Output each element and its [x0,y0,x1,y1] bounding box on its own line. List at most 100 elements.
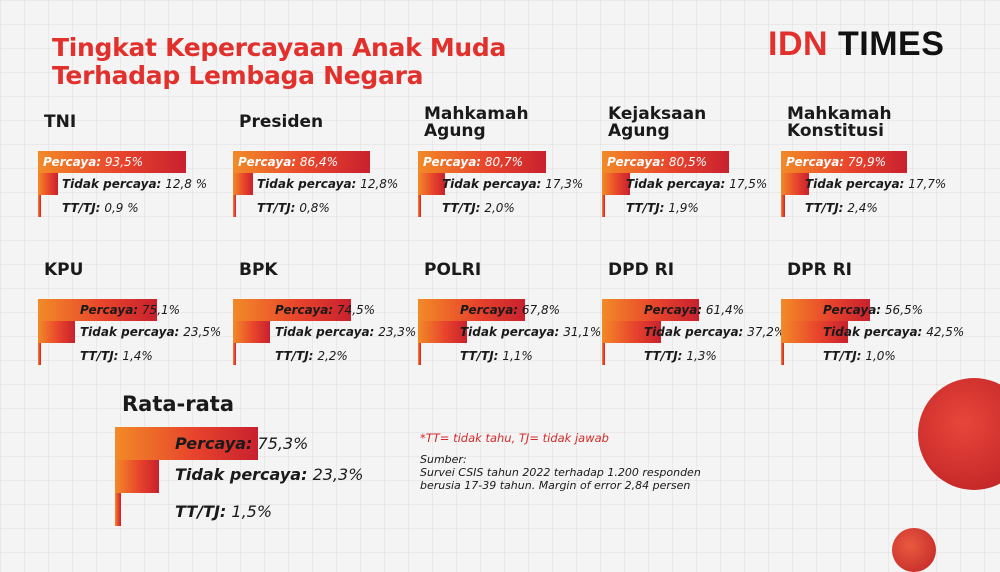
bar-percaya [233,299,351,321]
panel-title-line: BPK [239,260,278,280]
label-tidak-percaya-key: Tidak percaya: [460,325,560,339]
label-tidak-percaya-key: Tidak percaya: [823,325,923,339]
panel-title: POLRI [424,262,481,279]
label-tttj-key: TT/TJ: [275,349,314,363]
label-tttj-value: 2,0% [484,201,515,215]
chart-title: Tingkat Kepercayaan Anak Muda Terhadap L… [52,34,506,90]
label-percaya-value: 67,8% [521,303,561,317]
label-tidak-percaya-value: 31,1% [563,325,602,339]
label-tidak-percaya-value: 42,5% [926,325,965,339]
label-tttj: TT/TJ: 0,8% [257,201,330,215]
label-tttj-key: TT/TJ: [823,349,862,363]
decorative-small-circle [892,528,936,572]
label-percaya-key: Percaya: [423,155,482,169]
source-note: Sumber: Survei CSIS tahun 2022 terhadap … [420,453,701,492]
label-tidak-percaya-key: Tidak percaya: [805,177,905,191]
panel-title: Mahkamah Agung [424,106,529,140]
label-percaya-key: Percaya: [644,303,703,317]
bar-tidak-percaya [602,173,630,195]
bar-tttj [38,195,41,217]
bar-percaya [602,299,699,321]
avg-label-percaya-key: Percaya: [175,434,253,453]
label-tidak-percaya: Tidak percaya: 17,7% [805,177,946,191]
label-percaya-key: Percaya: [275,303,334,317]
bar-percaya [38,151,186,173]
bar-tidak-percaya [602,321,661,343]
label-tidak-percaya-key: Tidak percaya: [644,325,744,339]
panel-title: DPR RI [787,262,852,279]
bar-tttj [781,343,784,365]
label-tidak-percaya-value: 12,8 % [165,177,208,191]
label-tidak-percaya: Tidak percaya: 23,3% [275,325,416,339]
label-percaya-key: Percaya: [607,155,666,169]
label-tidak-percaya-value: 17,7% [908,177,947,191]
label-tidak-percaya-key: Tidak percaya: [80,325,180,339]
label-tidak-percaya-key: Tidak percaya: [275,325,375,339]
label-tttj-value: 2,2% [317,349,348,363]
label-tidak-percaya: Tidak percaya: 42,5% [823,325,964,339]
label-percaya-key: Percaya: [43,155,102,169]
label-tttj-key: TT/TJ: [460,349,499,363]
label-percaya-key: Percaya: [823,303,882,317]
source-line-1: Survei CSIS tahun 2022 terhadap 1.200 re… [420,466,701,479]
label-percaya: Percaya: 74,5% [275,303,375,317]
bar-percaya [233,151,370,173]
panel-title: BPK [239,262,278,279]
label-tidak-percaya-key: Tidak percaya: [257,177,357,191]
label-tttj-value: 1,9% [668,201,699,215]
panel-title-line: DPD RI [608,260,675,280]
avg-label-tidak-percaya-value: 23,3% [312,465,364,484]
bar-tidak-percaya [38,173,58,195]
logo-idn-text: IDN [768,25,829,63]
bar-percaya [781,151,907,173]
panel-title-line: Mahkamah [787,104,892,124]
panel-title-line: Agung [424,121,486,141]
label-tttj-key: TT/TJ: [80,349,119,363]
panel-title-line: Agung [608,121,670,141]
panel-title-line: Mahkamah [424,104,529,124]
label-tttj: TT/TJ: 1,1% [460,349,533,363]
label-tidak-percaya-value: 17,3% [545,177,584,191]
panel-title-line: KPU [44,260,84,280]
label-percaya-value: 79,9% [847,155,887,169]
avg-label-percaya-value: 75,3% [257,434,309,453]
source-line-2: berusia 17-39 tahun. Margin of error 2,8… [420,479,691,492]
label-tidak-percaya-value: 17,5% [729,177,768,191]
abbreviation-note: *TT= tidak tahu, TJ= tidak jawab [420,431,609,445]
label-percaya-value: 80,7% [484,155,524,169]
label-tttj-value: 1,1% [502,349,533,363]
label-tidak-percaya-key: Tidak percaya: [626,177,726,191]
bar-tttj [38,343,41,365]
bar-tidak-percaya [781,321,848,343]
chart-title-line2: Terhadap Lembaga Negara [52,61,424,90]
panel-title-line: Presiden [239,112,324,132]
label-tttj: TT/TJ: 2,2% [275,349,348,363]
bar-tidak-percaya [233,321,270,343]
avg-label-tttj-key: TT/TJ: [175,502,227,521]
avg-label-percaya: Percaya: 75,3% [175,434,308,454]
label-tttj-key: TT/TJ: [442,201,481,215]
avg-bar-tttj [115,493,121,526]
label-percaya-key: Percaya: [80,303,139,317]
label-percaya-key: Percaya: [460,303,519,317]
label-tttj: TT/TJ: 1,9% [626,201,699,215]
label-tttj-value: 0,9 % [104,201,139,215]
avg-label-tidak-percaya: Tidak percaya: 23,3% [175,465,363,485]
bar-percaya [781,299,870,321]
panel-title: DPD RI [608,262,674,279]
label-percaya-value: 86,4% [299,155,339,169]
bar-tidak-percaya [418,173,445,195]
panel-title-line: TNI [44,112,77,132]
idn-times-logo: IDN TIMES [768,26,944,62]
avg-label-tttj: TT/TJ: 1,5% [175,502,272,522]
label-tidak-percaya-value: 23,5% [183,325,222,339]
decorative-large-circle [918,378,1000,490]
label-percaya: Percaya: 67,8% [460,303,560,317]
average-title: Rata-rata [122,392,235,416]
label-percaya-value: 75,1% [141,303,181,317]
label-percaya: Percaya: 61,4% [644,303,744,317]
label-percaya: Percaya: 56,5% [823,303,923,317]
label-tidak-percaya: Tidak percaya: 17,3% [442,177,583,191]
panel-title: TNI [44,114,76,131]
bar-percaya [38,299,157,321]
